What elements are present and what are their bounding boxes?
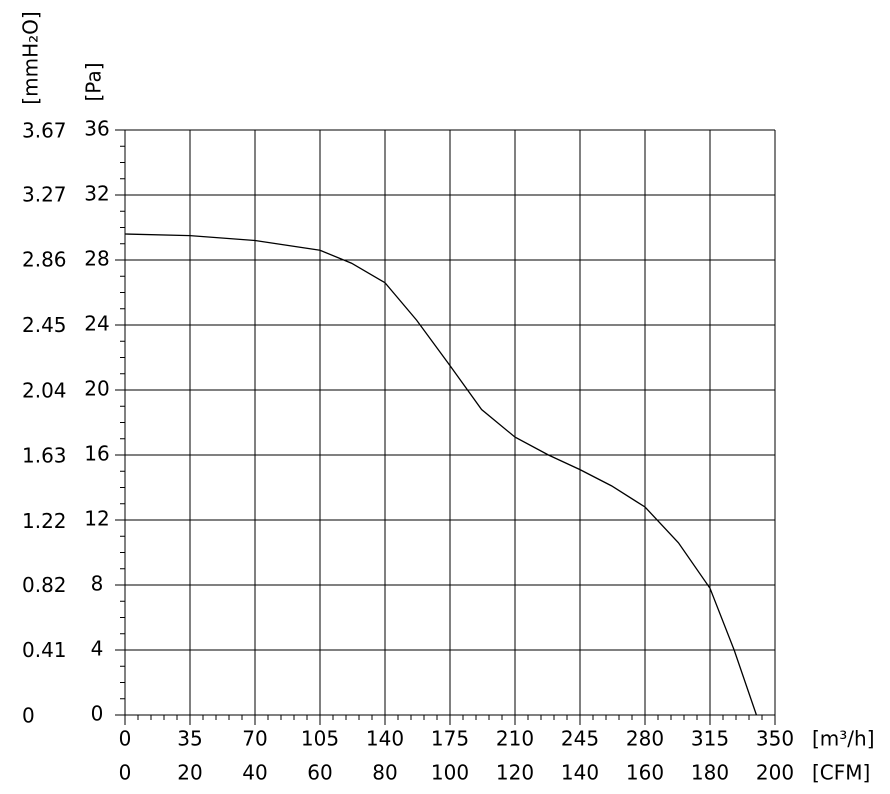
y-tick-label: 28 — [84, 247, 109, 271]
y-tick-label: 24 — [84, 312, 109, 336]
x2-tick-label: 160 — [626, 761, 664, 785]
y2-tick-label: 0.41 — [22, 638, 67, 662]
x2-tick-label: 0 — [119, 761, 132, 785]
x-tick-label: 210 — [496, 727, 534, 751]
x2-tick-label: 80 — [372, 761, 397, 785]
x-tick-label: 0 — [119, 727, 132, 751]
x2-tick-label: 120 — [496, 761, 534, 785]
y-tick-label: 20 — [84, 377, 109, 401]
x-tick-label: 35 — [177, 727, 202, 751]
x-tick-label: 315 — [691, 727, 729, 751]
y2-tick-label: 3.67 — [22, 119, 67, 143]
x-tick-label: 280 — [626, 727, 664, 751]
data-line — [124, 233, 758, 716]
y2-axis-label: [mmH₂O] — [19, 11, 43, 104]
y-tick-label: 36 — [84, 117, 109, 141]
y-tick-label: 12 — [84, 507, 109, 531]
y2-tick-label: 1.22 — [22, 509, 67, 533]
x-tick-label: 175 — [431, 727, 469, 751]
x-tick-label: 350 — [756, 727, 794, 751]
x-tick-label: 105 — [301, 727, 339, 751]
x-tick-label: 140 — [366, 727, 404, 751]
y2-tick-label: 0.82 — [22, 573, 67, 597]
y-tick-label: 32 — [84, 182, 109, 206]
x-tick-label: 245 — [561, 727, 599, 751]
y-tick-label: 4 — [91, 637, 104, 661]
x2-axis-label: [CFM] — [812, 761, 870, 785]
y-tick-label: 16 — [84, 442, 109, 466]
y2-tick-label: 3.27 — [22, 182, 67, 206]
x-axis-label: [m³/h] — [812, 727, 875, 751]
x2-tick-label: 200 — [756, 761, 794, 785]
x2-tick-label: 40 — [242, 761, 267, 785]
x2-tick-label: 100 — [431, 761, 469, 785]
y2-tick-label: 2.45 — [22, 313, 67, 337]
y2-tick-label: 1.63 — [22, 444, 67, 468]
x-tick-label: 70 — [242, 727, 267, 751]
y2-tick-label: 2.86 — [22, 248, 67, 272]
x2-tick-label: 140 — [561, 761, 599, 785]
y-tick-label: 8 — [91, 572, 104, 596]
x2-tick-label: 20 — [177, 761, 202, 785]
x2-tick-label: 180 — [691, 761, 729, 785]
y2-tick-label: 2.04 — [22, 378, 67, 402]
x2-tick-label: 60 — [307, 761, 332, 785]
y2-tick-label: 0 — [22, 704, 35, 728]
y-axis-label: [Pa] — [82, 62, 106, 101]
y-tick-label: 0 — [91, 702, 104, 726]
